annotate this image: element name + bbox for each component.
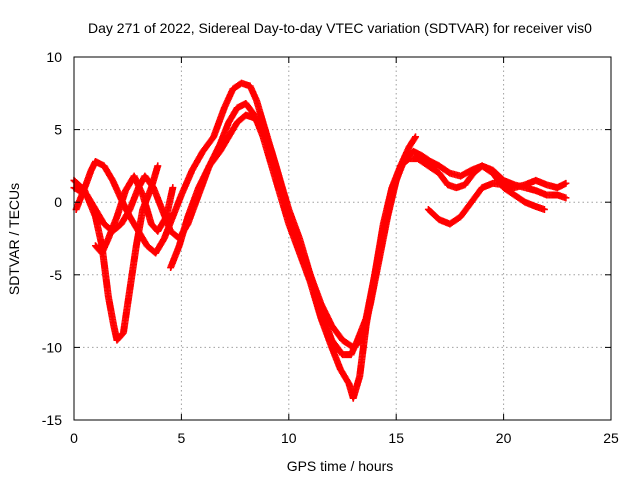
data-point xyxy=(562,179,570,187)
data-point xyxy=(562,194,570,202)
chart-title: Day 271 of 2022, Sidereal Day-to-day VTE… xyxy=(88,20,592,36)
x-tick-label: 5 xyxy=(178,430,186,446)
plot-frame xyxy=(73,56,612,421)
x-axis-label: GPS time / hours xyxy=(287,458,394,474)
y-axis-label: SDTVAR / TECUs xyxy=(6,183,22,295)
data-point xyxy=(412,133,420,141)
axis-ticks xyxy=(73,56,612,421)
x-tick-label: 0 xyxy=(70,430,78,446)
x-tick-label: 15 xyxy=(388,430,404,446)
data-point xyxy=(154,162,162,170)
data-point xyxy=(540,205,548,213)
series-arc-5 xyxy=(167,111,548,351)
y-tick-label: -15 xyxy=(42,412,62,428)
x-tick-label: 20 xyxy=(496,430,512,446)
series-arc-6 xyxy=(424,176,570,228)
y-tick-label: -5 xyxy=(50,267,63,283)
data-point xyxy=(411,134,419,142)
y-tick-label: -10 xyxy=(42,339,62,355)
x-tick-label: 10 xyxy=(281,430,297,446)
y-tick-labels: -15 -10 -5 0 5 10 xyxy=(42,49,62,428)
plot-area xyxy=(70,79,570,402)
y-tick-label: 10 xyxy=(46,49,62,65)
x-tick-labels: 0 5 10 15 20 25 xyxy=(70,430,619,446)
x-tick-label: 25 xyxy=(603,430,619,446)
data-point xyxy=(169,184,177,192)
y-tick-label: 0 xyxy=(54,194,62,210)
series-arc-4 xyxy=(91,172,177,257)
y-tick-label: 5 xyxy=(54,122,62,138)
